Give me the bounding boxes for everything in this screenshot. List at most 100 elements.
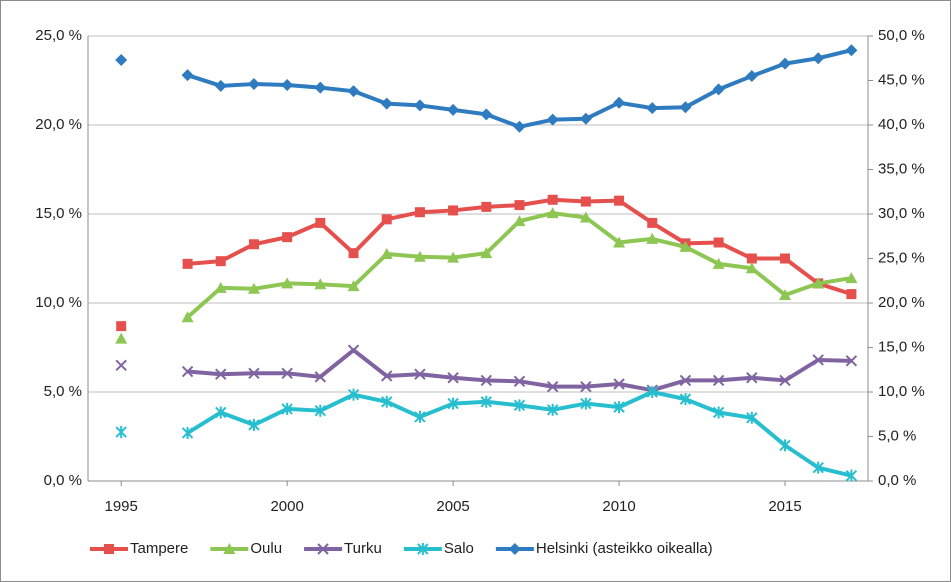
marker xyxy=(746,372,758,384)
marker xyxy=(414,410,426,423)
marker xyxy=(580,196,591,207)
marker xyxy=(115,54,128,67)
marker xyxy=(381,214,392,225)
marker xyxy=(314,278,327,290)
legend-marker xyxy=(104,544,114,554)
marker xyxy=(281,367,293,380)
marker xyxy=(646,102,659,115)
y2-tick-label: 35,0 % xyxy=(878,160,925,177)
marker xyxy=(115,332,128,344)
marker xyxy=(679,374,692,387)
legend-item: Helsinki (asteikko oikealla) xyxy=(495,540,713,557)
y-tick-label: 20,0 % xyxy=(35,116,82,133)
x-tick-label: 2015 xyxy=(768,498,801,515)
marker xyxy=(746,253,757,264)
marker xyxy=(812,354,824,366)
legend-item: Oulu xyxy=(210,540,282,557)
marker xyxy=(779,288,792,300)
marker xyxy=(115,426,127,439)
marker xyxy=(481,201,492,212)
marker xyxy=(712,374,725,387)
marker xyxy=(281,277,294,289)
marker xyxy=(414,368,426,380)
marker xyxy=(513,120,526,133)
marker xyxy=(248,418,260,431)
marker xyxy=(613,378,625,390)
marker xyxy=(712,83,725,96)
marker xyxy=(447,251,460,263)
marker xyxy=(613,401,625,414)
legend-label: Turku xyxy=(344,540,382,557)
marker xyxy=(447,372,459,384)
marker xyxy=(347,85,360,98)
y2-tick-label: 0,0 % xyxy=(878,472,916,489)
marker xyxy=(215,256,226,267)
marker xyxy=(281,78,294,91)
marker xyxy=(845,355,858,367)
marker xyxy=(247,78,260,91)
marker xyxy=(713,237,724,248)
marker xyxy=(546,207,559,219)
marker xyxy=(780,253,791,264)
marker xyxy=(214,79,227,92)
marker xyxy=(614,195,625,206)
marker xyxy=(480,108,493,121)
marker xyxy=(846,289,857,300)
marker xyxy=(546,380,559,393)
marker xyxy=(347,388,360,401)
y2-tick-label: 15,0 % xyxy=(878,338,925,355)
marker xyxy=(413,99,426,112)
marker xyxy=(547,194,558,205)
marker xyxy=(779,439,791,452)
marker xyxy=(413,250,426,262)
marker xyxy=(347,344,360,356)
legend-marker xyxy=(223,543,236,554)
marker xyxy=(546,113,559,126)
marker xyxy=(115,359,127,372)
marker xyxy=(812,52,825,65)
marker xyxy=(214,281,227,293)
marker xyxy=(181,311,194,323)
marker xyxy=(347,280,360,292)
marker xyxy=(348,248,359,259)
marker xyxy=(779,374,791,387)
marker xyxy=(745,70,758,83)
y-tick-label: 15,0 % xyxy=(35,205,82,222)
marker xyxy=(380,97,393,110)
y2-tick-label: 30,0 % xyxy=(878,205,925,222)
marker xyxy=(812,461,824,474)
marker xyxy=(580,397,592,410)
y-tick-label: 0,0 % xyxy=(44,472,82,489)
marker xyxy=(679,240,692,252)
marker xyxy=(712,406,725,419)
legend-item: Turku xyxy=(304,540,382,557)
marker xyxy=(513,375,526,388)
marker xyxy=(480,374,493,387)
marker xyxy=(845,44,858,57)
marker xyxy=(314,404,327,417)
y-tick-label: 5,0 % xyxy=(44,383,82,400)
marker xyxy=(248,239,259,250)
marker xyxy=(314,81,327,94)
legend-label: Tampere xyxy=(130,540,188,557)
marker xyxy=(181,69,194,82)
marker xyxy=(315,217,326,228)
legend-label: Oulu xyxy=(250,540,282,557)
marker xyxy=(579,211,592,223)
marker xyxy=(513,399,526,412)
marker xyxy=(646,386,658,398)
marker xyxy=(646,232,659,244)
y2-tick-label: 45,0 % xyxy=(878,71,925,88)
x-tick-label: 1995 xyxy=(105,498,138,515)
marker xyxy=(381,370,393,382)
marker xyxy=(513,215,526,227)
marker xyxy=(215,406,227,419)
y2-tick-label: 25,0 % xyxy=(878,249,925,266)
marker xyxy=(845,469,858,482)
y2-tick-label: 20,0 % xyxy=(878,294,925,311)
marker xyxy=(281,402,293,415)
marker xyxy=(414,207,425,218)
marker xyxy=(480,395,493,408)
